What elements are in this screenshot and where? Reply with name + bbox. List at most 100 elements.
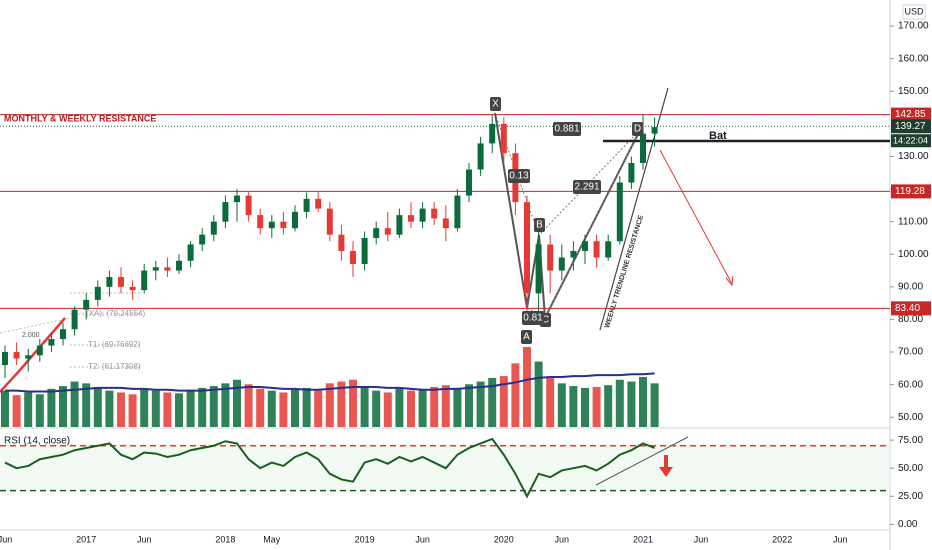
- rsi-title: RSI (14, close): [4, 436, 70, 447]
- pattern-label: 0.13: [509, 171, 529, 182]
- candle-body: [419, 208, 426, 222]
- candle-body: [164, 267, 171, 271]
- candle-body: [315, 198, 322, 209]
- volume-bar: [453, 387, 462, 427]
- volume-bar: [93, 387, 102, 427]
- volume-bar: [650, 383, 659, 427]
- rsi-tick-label: 50.00: [898, 463, 923, 474]
- pattern-tag: [553, 122, 581, 136]
- candle-body: [222, 202, 229, 222]
- x-tick-label: Jun: [137, 534, 152, 544]
- rsi-tick-label: 0.00: [898, 519, 918, 530]
- volume-bar: [198, 387, 207, 427]
- volume-bar: [604, 385, 613, 427]
- candle-body: [187, 244, 194, 261]
- volume-ma-line: [5, 372, 655, 393]
- volume-bar: [418, 389, 427, 427]
- countdown: 14:22:04: [893, 136, 928, 146]
- candle-body: [489, 123, 496, 144]
- volume-bar: [209, 386, 218, 427]
- candle-body: [25, 355, 32, 359]
- x-tick-label: Jun: [555, 534, 570, 544]
- candle-body: [431, 208, 438, 219]
- candle-body: [106, 277, 113, 287]
- y-tick-label: 110.00: [898, 216, 928, 227]
- candle-body: [338, 234, 345, 251]
- volume-bar: [105, 390, 114, 427]
- last-price-label: 139.27: [895, 121, 926, 132]
- x-tick-label: May: [263, 534, 281, 544]
- y-tick-label: 70.00: [898, 347, 923, 358]
- volume-bar: [546, 377, 555, 427]
- x-tick-label: Jun: [694, 534, 709, 544]
- candle-body: [373, 228, 380, 238]
- candle-body: [477, 143, 484, 170]
- candle-body: [408, 215, 414, 222]
- x-tick-label: Jun: [415, 534, 430, 544]
- candle-body: [570, 250, 577, 258]
- candle-body: [500, 123, 507, 154]
- volume-bar: [383, 392, 392, 427]
- y-tick-label: 60.00: [898, 379, 923, 390]
- pattern-label: A: [523, 332, 530, 343]
- y-tick-label: 90.00: [898, 281, 923, 292]
- volume-bar: [488, 377, 497, 427]
- candle-body: [628, 162, 635, 183]
- candle-body: [118, 277, 124, 287]
- y-tick-label: 80.00: [898, 314, 923, 325]
- volume-bar: [511, 363, 520, 427]
- level-tag: [891, 107, 931, 122]
- volume-bar: [639, 377, 647, 427]
- level-label: 83.40: [895, 303, 920, 314]
- candle-body: [640, 133, 646, 163]
- x-tick-label: Jun: [0, 534, 12, 544]
- volume-bar: [372, 390, 381, 427]
- level-label: 119.28: [895, 186, 925, 197]
- level-tag: [891, 301, 931, 316]
- candle-body: [234, 195, 240, 203]
- pattern-name: Bat: [709, 130, 727, 142]
- volume-bar: [59, 386, 67, 427]
- pattern-label: 2.291: [574, 182, 599, 193]
- volume-bar: [441, 385, 450, 427]
- y-tick-label: 130.00: [898, 151, 929, 162]
- volume-bar: [70, 381, 79, 427]
- candle-body: [60, 329, 66, 339]
- volume-bar: [581, 387, 589, 427]
- volume-bar: [523, 347, 531, 427]
- volume-bar: [592, 387, 601, 427]
- pattern-label: D: [634, 124, 641, 135]
- resistance-label: MONTHLY & WEEKLY RESISTANCE: [4, 113, 156, 123]
- volume-bar: [256, 388, 265, 427]
- candle-body: [593, 241, 600, 258]
- x-tick-label: 2020: [494, 534, 514, 544]
- volume-bar: [163, 392, 172, 427]
- volume-bar: [349, 379, 357, 427]
- volume-bar: [337, 381, 346, 427]
- volume-bar: [140, 388, 149, 427]
- volume-bar: [557, 383, 566, 427]
- candle-body: [71, 309, 78, 330]
- level-label: 142.85: [895, 109, 926, 120]
- fib-label: 2.000: [22, 332, 40, 339]
- candle-body: [210, 221, 217, 235]
- x-tick-label: 2022: [772, 534, 792, 544]
- rsi-line: [4, 437, 655, 499]
- candle-body: [268, 221, 275, 229]
- candle-body: [582, 241, 588, 251]
- volume-bar: [35, 394, 44, 427]
- pattern-label: B: [536, 220, 543, 231]
- volume-bar: [12, 395, 21, 427]
- candle-body: [396, 215, 403, 235]
- rsi-tick-label: 25.00: [898, 491, 923, 502]
- candle-body: [48, 338, 55, 346]
- x-tick-label: Jun: [833, 534, 848, 544]
- volume-bar: [221, 383, 230, 427]
- candle-body: [94, 286, 101, 300]
- level-tag: [891, 184, 931, 199]
- candle-body: [384, 228, 391, 235]
- pattern-tag: [490, 97, 501, 111]
- candle-body: [129, 286, 136, 291]
- pattern-tag: [573, 180, 601, 194]
